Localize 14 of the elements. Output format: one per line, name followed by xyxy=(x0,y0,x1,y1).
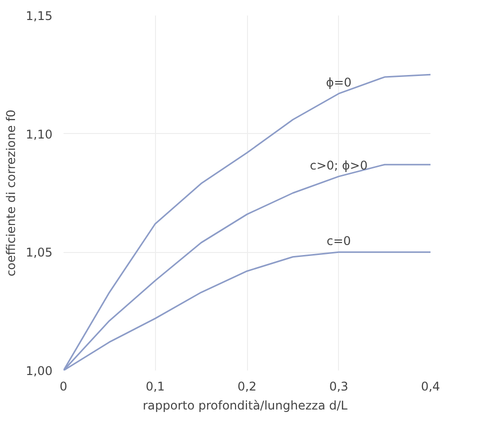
x-tick-label: 0,4 xyxy=(420,380,440,394)
y-tick-label: 1,10 xyxy=(26,127,52,142)
series-label: ϕ=0 xyxy=(326,76,352,90)
x-tick-label: 0 xyxy=(60,380,68,394)
x-tick-label: 0,3 xyxy=(329,380,348,394)
series-label: c>0; ϕ>0 xyxy=(310,158,368,172)
series-label: c=0 xyxy=(326,234,351,248)
x-tick-label: 0,2 xyxy=(237,380,257,394)
y-axis-title: coefficiente di correzione f0 xyxy=(4,110,18,276)
y-tick-label: 1,00 xyxy=(26,364,52,378)
x-tick-label: 0,1 xyxy=(146,380,165,394)
y-tick-label: 1,05 xyxy=(26,246,52,260)
x-axis-title: rapporto profondità/lunghezza d/L xyxy=(142,398,348,412)
y-tick-label: 1,15 xyxy=(26,9,52,23)
